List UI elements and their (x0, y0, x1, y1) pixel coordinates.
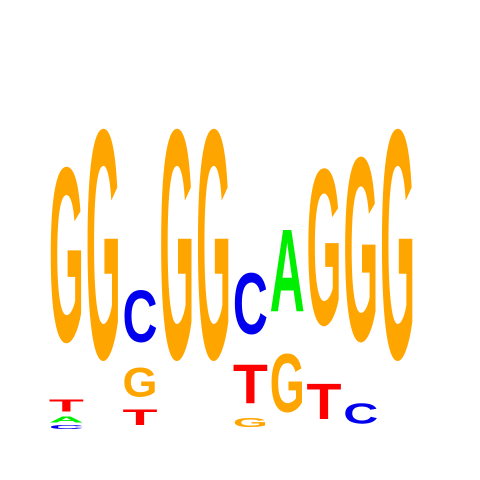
letter-a-pos-7: A (270, 205, 305, 337)
letter-t-pos-6: T (233, 354, 268, 416)
letter-t-pos-8: T (307, 374, 342, 430)
letter-g-pos-6: G (233, 416, 268, 431)
letter-c-pos-3: C (123, 276, 158, 359)
letter-g-pos-1: G (49, 115, 84, 393)
letter-g-pos-4: G (159, 61, 194, 428)
letter-g-pos-5: G (196, 61, 231, 428)
letter-g-pos-2: G (86, 61, 121, 428)
letter-c-pos-6: C (233, 254, 268, 352)
letter-g-pos-9: G (343, 103, 378, 396)
letter-g-pos-7: G (270, 338, 305, 430)
letter-g-pos-8: G (307, 123, 342, 373)
letter-g-pos-3: G (123, 360, 158, 406)
letter-t-pos-1: T (49, 396, 84, 415)
letter-a-pos-1: A (49, 416, 84, 425)
letter-t-pos-3: T (123, 406, 159, 430)
letter-c-pos-1: C (49, 424, 84, 430)
letter-g-pos-10: G (380, 61, 415, 428)
letter-c-pos-9: C (343, 398, 378, 430)
